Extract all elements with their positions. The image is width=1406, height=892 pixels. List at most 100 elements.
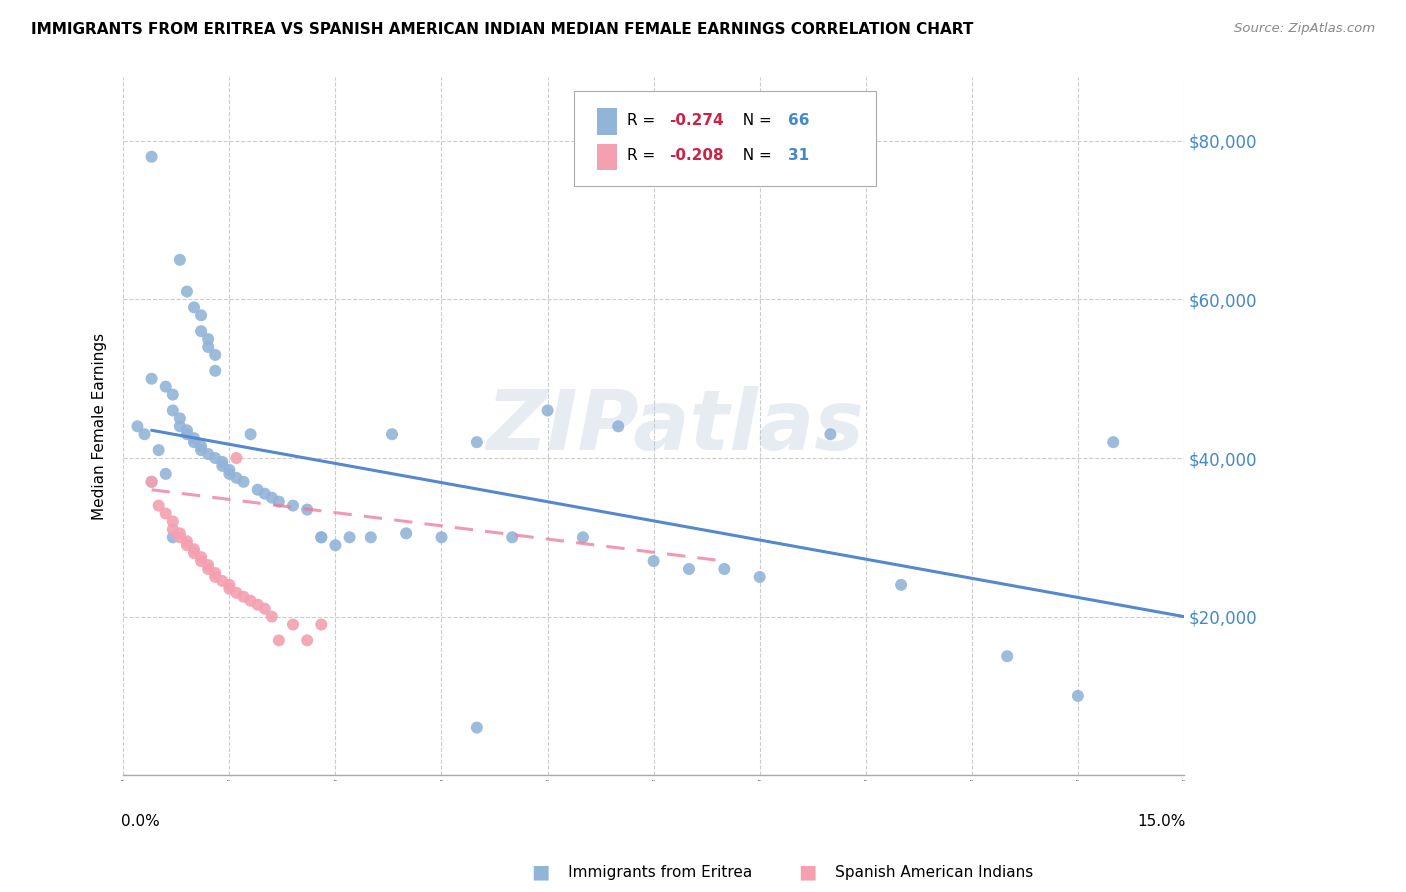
Point xyxy=(169,411,191,425)
Point xyxy=(395,526,418,541)
Point xyxy=(190,308,212,322)
Point xyxy=(360,530,382,544)
Point xyxy=(204,348,226,362)
Point xyxy=(536,403,558,417)
Point xyxy=(381,427,404,442)
Text: 0.0%: 0.0% xyxy=(121,814,160,829)
Point xyxy=(572,530,595,544)
Point xyxy=(465,435,488,450)
Point xyxy=(465,721,488,735)
Point xyxy=(141,475,163,489)
Point xyxy=(148,443,170,458)
Point xyxy=(162,530,184,544)
Point xyxy=(176,534,198,549)
Point xyxy=(176,285,198,299)
Point xyxy=(607,419,630,434)
Point xyxy=(311,530,333,544)
Point xyxy=(211,455,233,469)
Point xyxy=(204,364,226,378)
Text: R =: R = xyxy=(627,113,661,128)
Point xyxy=(183,546,205,560)
Point xyxy=(260,491,283,505)
Point xyxy=(176,538,198,552)
Text: Source: ZipAtlas.com: Source: ZipAtlas.com xyxy=(1234,22,1375,36)
Point xyxy=(311,530,333,544)
Point xyxy=(183,435,205,450)
Point xyxy=(820,427,842,442)
Point xyxy=(232,475,254,489)
Text: N =: N = xyxy=(733,148,776,163)
Point xyxy=(204,570,226,584)
Point xyxy=(260,609,283,624)
Point xyxy=(501,530,523,544)
Point xyxy=(239,427,262,442)
Point xyxy=(155,507,177,521)
Point xyxy=(183,431,205,445)
Text: IMMIGRANTS FROM ERITREA VS SPANISH AMERICAN INDIAN MEDIAN FEMALE EARNINGS CORREL: IMMIGRANTS FROM ERITREA VS SPANISH AMERI… xyxy=(31,22,973,37)
Point xyxy=(995,649,1018,664)
Point xyxy=(197,562,219,576)
Text: ZIPatlas: ZIPatlas xyxy=(486,386,863,467)
Point xyxy=(204,450,226,465)
Point xyxy=(127,419,149,434)
Point xyxy=(643,554,665,568)
Point xyxy=(211,458,233,473)
Y-axis label: Median Female Earnings: Median Female Earnings xyxy=(93,333,107,520)
Point xyxy=(190,550,212,565)
Text: 31: 31 xyxy=(789,148,810,163)
Text: N =: N = xyxy=(733,113,776,128)
Text: 15.0%: 15.0% xyxy=(1137,814,1187,829)
Point xyxy=(225,586,247,600)
Point xyxy=(190,554,212,568)
Point xyxy=(1067,689,1090,703)
Point xyxy=(339,530,361,544)
Point xyxy=(176,427,198,442)
Point xyxy=(190,443,212,458)
Text: R =: R = xyxy=(627,148,661,163)
Point xyxy=(211,574,233,588)
Point xyxy=(183,542,205,557)
Point xyxy=(325,538,347,552)
Point xyxy=(183,301,205,315)
Point xyxy=(176,423,198,437)
Point xyxy=(155,379,177,393)
Point xyxy=(225,450,247,465)
Point xyxy=(295,502,318,516)
Point xyxy=(204,566,226,580)
Text: Spanish American Indians: Spanish American Indians xyxy=(801,865,1033,880)
Point xyxy=(197,447,219,461)
Point xyxy=(134,427,156,442)
Bar xyxy=(598,108,616,135)
Text: -0.274: -0.274 xyxy=(669,113,724,128)
Point xyxy=(218,467,240,481)
Point xyxy=(197,340,219,354)
Bar xyxy=(598,144,616,170)
Point xyxy=(155,467,177,481)
Point xyxy=(267,633,290,648)
Text: Immigrants from Eritrea: Immigrants from Eritrea xyxy=(534,865,752,880)
Point xyxy=(162,515,184,529)
Text: -0.208: -0.208 xyxy=(669,148,724,163)
Point xyxy=(748,570,770,584)
Point xyxy=(678,562,700,576)
Point xyxy=(311,617,333,632)
Point xyxy=(141,372,163,386)
Point xyxy=(225,471,247,485)
Point xyxy=(218,582,240,596)
Point xyxy=(239,593,262,607)
Point xyxy=(295,633,318,648)
Point xyxy=(169,419,191,434)
Point xyxy=(1102,435,1125,450)
Point xyxy=(218,578,240,592)
Point xyxy=(246,483,269,497)
Point xyxy=(169,530,191,544)
Point xyxy=(162,522,184,536)
Point xyxy=(190,324,212,338)
Point xyxy=(267,494,290,508)
Point xyxy=(218,463,240,477)
Point xyxy=(162,387,184,401)
Point xyxy=(232,590,254,604)
Point xyxy=(281,617,304,632)
Point xyxy=(713,562,735,576)
Point xyxy=(281,499,304,513)
